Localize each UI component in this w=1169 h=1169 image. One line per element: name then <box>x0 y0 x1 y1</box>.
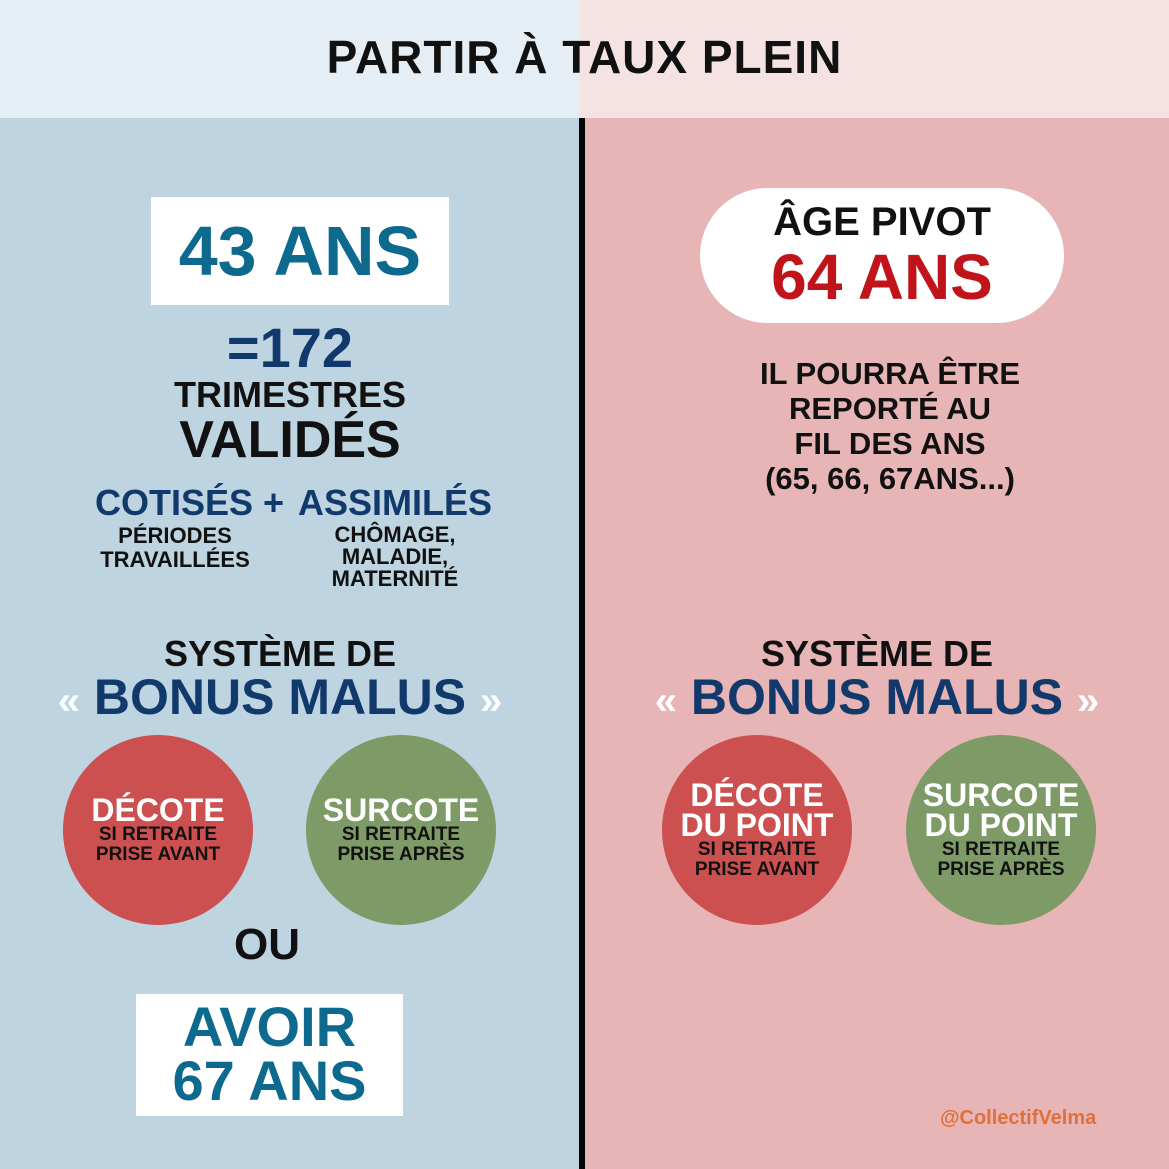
decote-sub: SI RETRAITE <box>697 839 817 860</box>
bonus-malus: « BONUS MALUS » <box>40 668 520 726</box>
desc-line: CHÔMAGE, <box>334 522 456 547</box>
pivot-label: ÂGE PIVOT <box>773 200 991 244</box>
years-box: 43 ANS <box>151 197 449 305</box>
header-right-bg <box>580 0 1169 118</box>
plus: + <box>263 482 285 523</box>
pivot-age: 64 ANS <box>771 241 993 313</box>
avoir-line: AVOIR <box>182 995 357 1058</box>
desc-line: PÉRIODES <box>118 523 232 548</box>
surcote-circle: SURCOTE SI RETRAITE PRISE APRÈS <box>306 735 496 925</box>
note-line: FIL DES ANS <box>794 426 986 461</box>
bonus-malus-text: BONUS MALUS <box>93 669 467 725</box>
bonus-malus-text: BONUS MALUS <box>690 669 1064 725</box>
decote-title: DÉCOTE <box>91 792 225 828</box>
avoir-box: AVOIR 67 ANS <box>136 994 403 1116</box>
surcote-sub: PRISE APRÈS <box>337 844 465 865</box>
bonus-malus: « BONUS MALUS » <box>637 668 1117 726</box>
surcote-sub: SI RETRAITE <box>341 824 461 845</box>
decote-sub: SI RETRAITE <box>98 824 218 845</box>
author-handle: @CollectifVelma <box>940 1107 1097 1129</box>
surcote-title: SURCOTE <box>322 792 480 828</box>
system-label: SYSTÈME DE <box>163 633 397 674</box>
note-line: IL POURRA ÊTRE <box>759 356 1021 391</box>
open-quote: « <box>57 679 80 723</box>
or-label: OU <box>234 920 300 969</box>
surcote-sub: SI RETRAITE <box>941 839 1061 860</box>
surcote-point-circle: SURCOTE DU POINT SI RETRAITE PRISE APRÈS <box>906 735 1096 925</box>
surcote-title: DU POINT <box>924 807 1078 843</box>
system-label: SYSTÈME DE <box>760 633 994 674</box>
open-quote: « <box>654 679 677 723</box>
assimiles: ASSIMILÉS <box>298 482 493 523</box>
page-title: PARTIR À TAUX PLEIN <box>326 31 843 83</box>
note-line: (65, 66, 67ANS...) <box>765 461 1015 496</box>
pivot-box: ÂGE PIVOT 64 ANS <box>700 188 1064 323</box>
avoir-line: 67 ANS <box>172 1049 367 1112</box>
cotises: COTISÉS <box>95 482 254 523</box>
desc-line: MATERNITÉ <box>331 566 459 591</box>
decote-circle: DÉCOTE SI RETRAITE PRISE AVANT <box>63 735 253 925</box>
trimestres: TRIMESTRES <box>173 374 406 415</box>
quarters: =172 <box>226 316 354 379</box>
decote-sub: PRISE AVANT <box>694 859 820 880</box>
valides: VALIDÉS <box>179 411 401 469</box>
desc-line: TRAVAILLÉES <box>100 547 250 572</box>
decote-title: DU POINT <box>680 807 834 843</box>
decote-sub: PRISE AVANT <box>95 844 221 865</box>
desc-line: MALADIE, <box>341 544 449 569</box>
pivot-note: IL POURRA ÊTRE REPORTÉ AU FIL DES ANS (65, … <box>690 356 1090 496</box>
surcote-sub: PRISE APRÈS <box>937 859 1065 880</box>
surcote-title: SURCOTE <box>922 777 1080 813</box>
decote-title: DÉCOTE <box>690 777 824 813</box>
assimiles-desc: CHÔMAGE, MALADIE, MATERNITÉ <box>310 524 480 590</box>
cotises-desc: PÉRIODES TRAVAILLÉES <box>90 524 260 572</box>
decote-point-circle: DÉCOTE DU POINT SI RETRAITE PRISE AVANT <box>662 735 852 925</box>
header-left-bg <box>0 0 580 118</box>
note-line: REPORTÉ AU <box>788 391 992 426</box>
close-quote: » <box>1077 679 1100 723</box>
close-quote: » <box>480 679 503 723</box>
divider <box>579 118 585 1169</box>
